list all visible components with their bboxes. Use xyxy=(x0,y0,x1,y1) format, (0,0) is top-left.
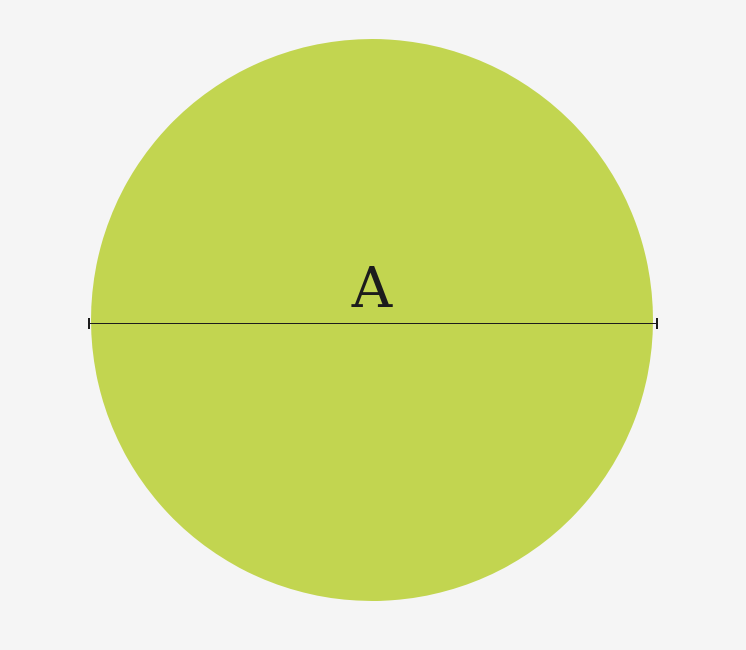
diameter-label: A xyxy=(351,256,393,321)
circle-shape xyxy=(91,39,653,601)
diameter-left-tick xyxy=(88,318,90,329)
diameter-line xyxy=(88,323,658,324)
diameter-right-tick xyxy=(656,318,658,329)
